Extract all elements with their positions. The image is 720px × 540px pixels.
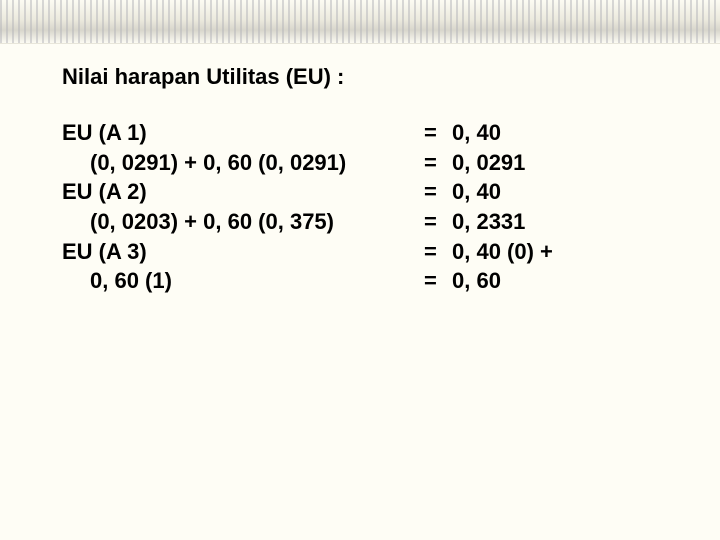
eq-left: EU (A 3) <box>62 237 424 267</box>
eq-right: 0, 0291 <box>452 148 553 178</box>
slide-content: Nilai harapan Utilitas (EU) : EU (A 1) (… <box>62 64 553 296</box>
equals-sign: = <box>424 207 452 237</box>
eq-right: 0, 40 <box>452 177 553 207</box>
equals-sign: = <box>424 148 452 178</box>
eq-left: (0, 0203) + 0, 60 (0, 375) <box>62 207 424 237</box>
equals-column: = = = = = = <box>424 118 452 296</box>
eq-right: 0, 2331 <box>452 207 553 237</box>
eq-left: 0, 60 (1) <box>62 266 424 296</box>
eq-left: EU (A 1) <box>62 118 424 148</box>
equals-sign: = <box>424 266 452 296</box>
eq-right: 0, 40 (0) + <box>452 237 553 267</box>
left-column: EU (A 1) (0, 0291) + 0, 60 (0, 0291) EU … <box>62 118 424 296</box>
eq-left: EU (A 2) <box>62 177 424 207</box>
eq-left: (0, 0291) + 0, 60 (0, 0291) <box>62 148 424 178</box>
equals-sign: = <box>424 177 452 207</box>
equation-columns: EU (A 1) (0, 0291) + 0, 60 (0, 0291) EU … <box>62 118 553 296</box>
equals-sign: = <box>424 118 452 148</box>
decorative-top-border <box>0 0 720 44</box>
equals-sign: = <box>424 237 452 267</box>
eq-right: 0, 40 <box>452 118 553 148</box>
right-column: 0, 40 0, 0291 0, 40 0, 2331 0, 40 (0) + … <box>452 118 553 296</box>
eq-right: 0, 60 <box>452 266 553 296</box>
slide-title: Nilai harapan Utilitas (EU) : <box>62 64 553 90</box>
